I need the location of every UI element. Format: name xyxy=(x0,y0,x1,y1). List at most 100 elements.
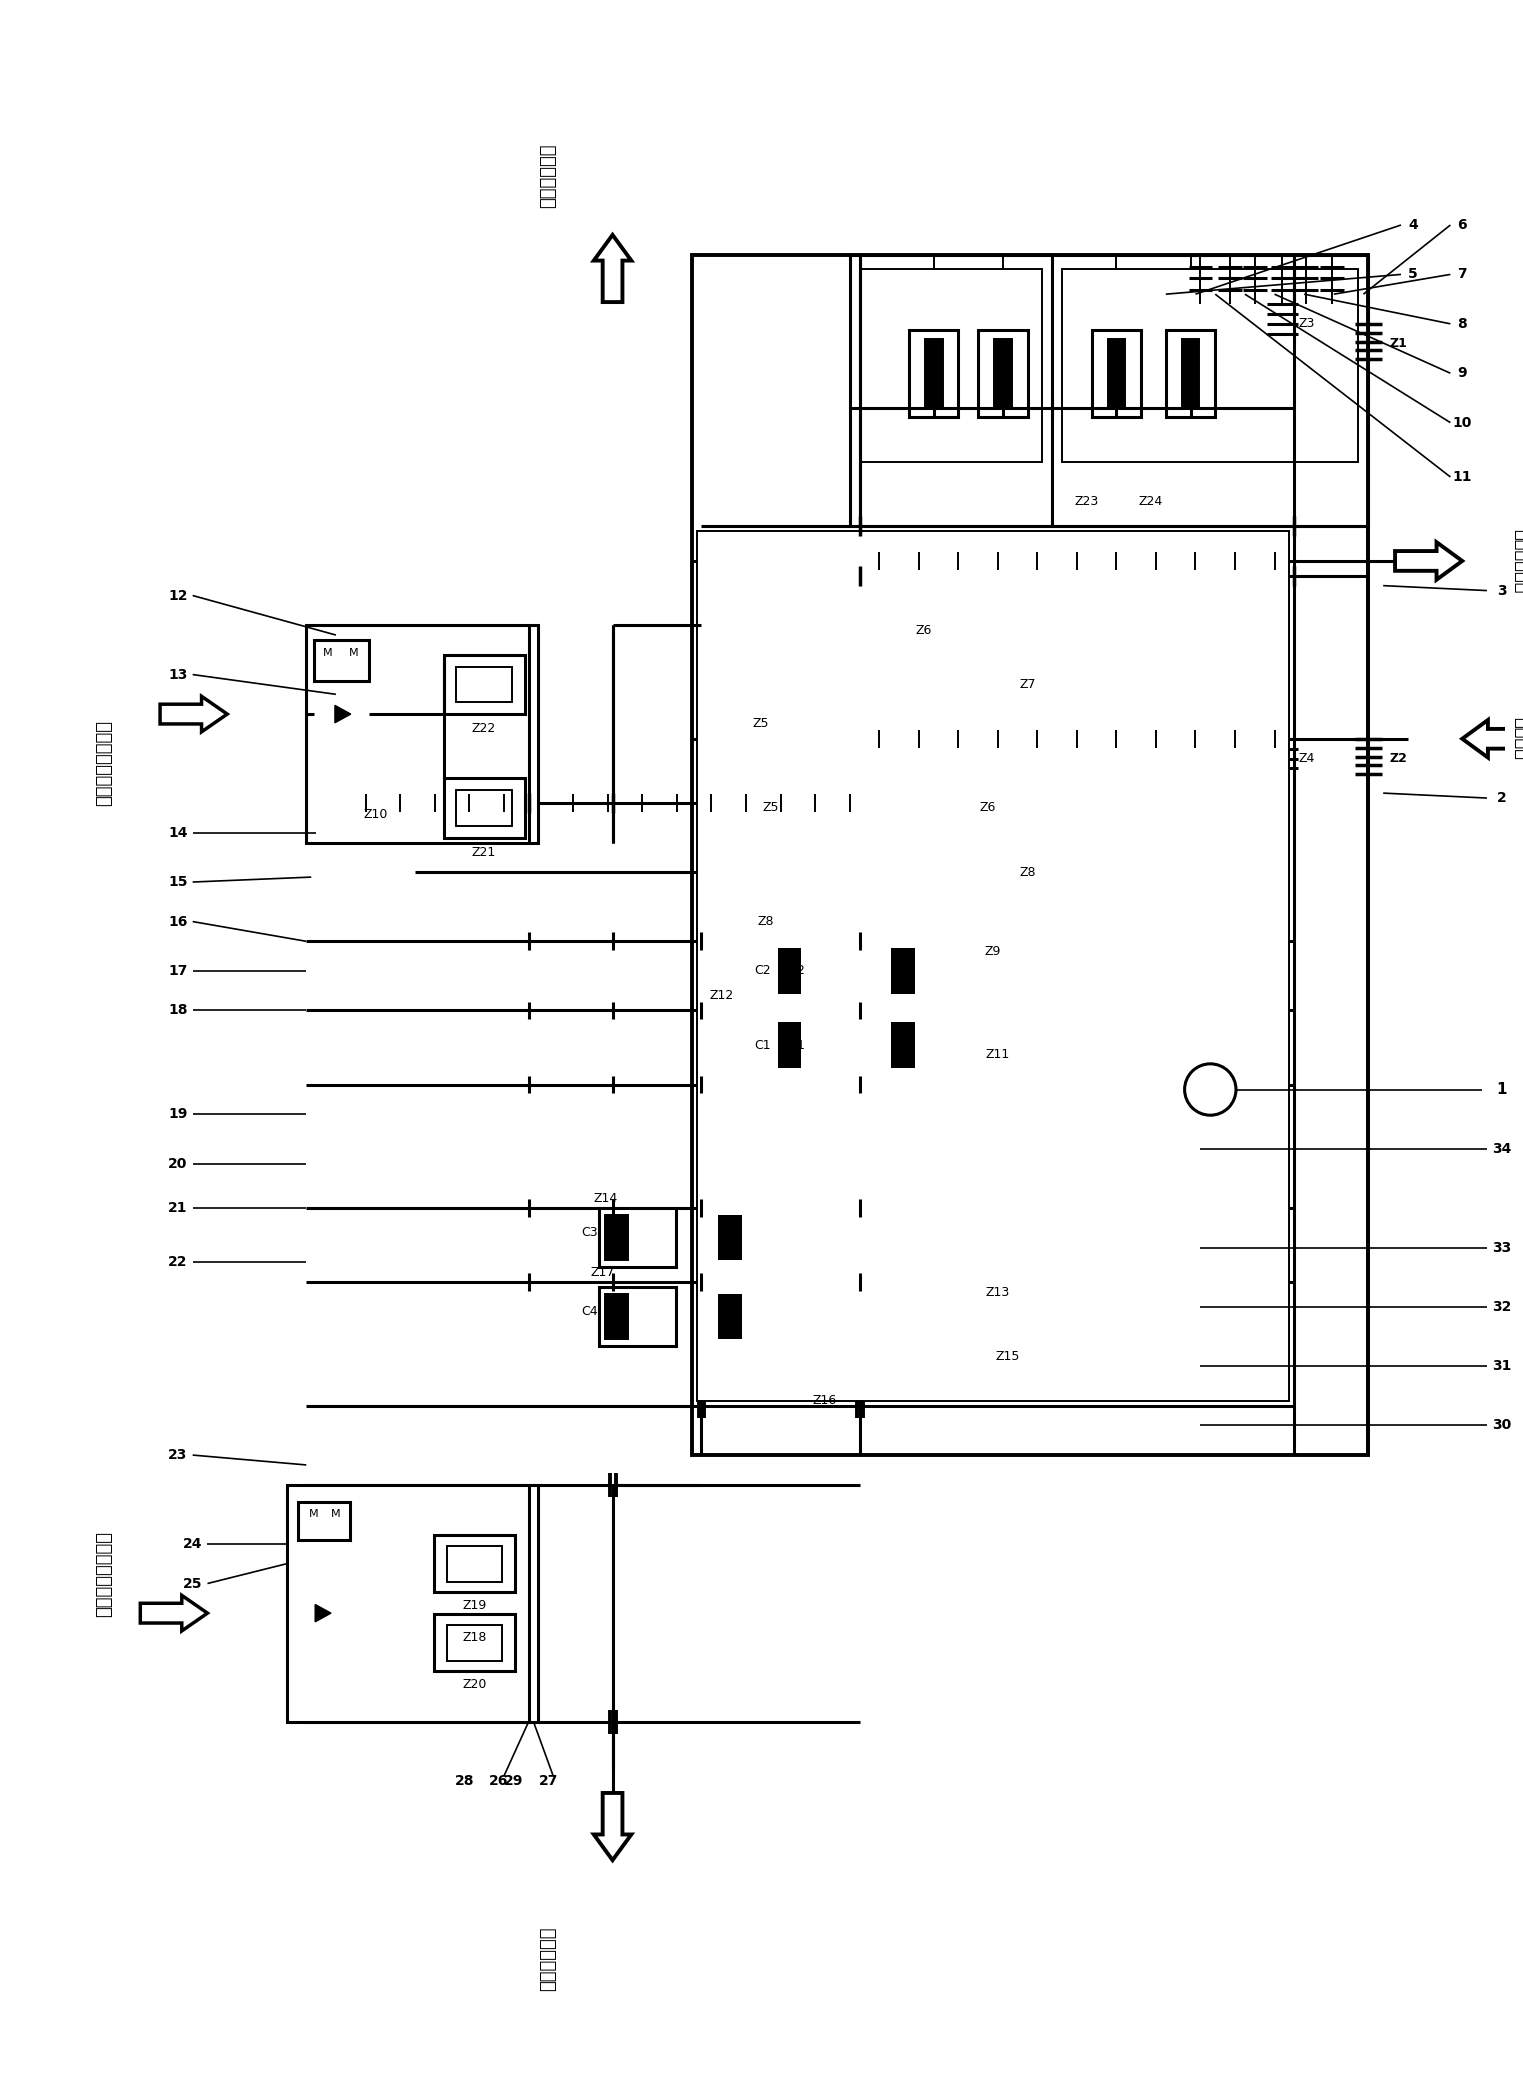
Bar xyxy=(772,940,848,1001)
Text: Z16: Z16 xyxy=(813,1394,838,1406)
Text: 5: 5 xyxy=(1407,267,1418,281)
Text: 18: 18 xyxy=(168,1003,187,1018)
Bar xyxy=(1110,342,1122,405)
Text: 11: 11 xyxy=(1453,470,1473,485)
Bar xyxy=(605,1293,629,1339)
Bar xyxy=(778,949,801,993)
Bar xyxy=(609,1220,624,1255)
Bar xyxy=(719,1293,742,1339)
Text: Z12: Z12 xyxy=(710,989,734,1001)
Bar xyxy=(314,640,369,682)
Bar xyxy=(924,338,943,407)
Bar xyxy=(1107,338,1125,407)
Bar xyxy=(605,1293,629,1339)
Circle shape xyxy=(1185,1064,1237,1115)
Text: M: M xyxy=(349,649,358,657)
Bar xyxy=(446,1547,503,1581)
Text: 动力输入: 动力输入 xyxy=(1512,718,1523,760)
Text: 2: 2 xyxy=(1497,791,1506,806)
Text: 左侧动力输出: 左侧动力输出 xyxy=(539,1927,557,1992)
Text: Z2: Z2 xyxy=(1389,751,1407,764)
Polygon shape xyxy=(140,1595,207,1631)
Bar xyxy=(599,1209,676,1268)
Text: 2: 2 xyxy=(797,963,804,978)
Text: 24: 24 xyxy=(183,1536,203,1551)
Text: M: M xyxy=(330,1509,341,1520)
Text: Z22: Z22 xyxy=(472,722,496,735)
Text: Z11: Z11 xyxy=(985,1047,1010,1062)
Text: 17: 17 xyxy=(168,963,187,978)
Text: 30: 30 xyxy=(1493,1419,1511,1432)
Bar xyxy=(719,1215,742,1259)
Text: Z21: Z21 xyxy=(472,846,496,858)
Bar xyxy=(443,779,524,838)
Bar xyxy=(1107,338,1125,407)
Text: Z4: Z4 xyxy=(1299,751,1316,764)
Text: 27: 27 xyxy=(539,1774,557,1788)
Text: 21: 21 xyxy=(168,1201,187,1215)
Bar xyxy=(286,1484,539,1721)
Text: 4: 4 xyxy=(1407,218,1418,233)
Text: Z13: Z13 xyxy=(985,1285,1010,1299)
Bar xyxy=(713,1287,789,1345)
Text: Z17: Z17 xyxy=(591,1266,615,1278)
Bar xyxy=(778,1022,801,1068)
Text: Z7: Z7 xyxy=(1019,678,1036,691)
Text: 26: 26 xyxy=(489,1774,509,1788)
Text: Z19: Z19 xyxy=(461,1599,486,1612)
Text: Z10: Z10 xyxy=(364,808,388,821)
Bar xyxy=(719,1215,742,1259)
Bar xyxy=(722,1299,739,1335)
Text: 1: 1 xyxy=(797,1039,804,1052)
Bar xyxy=(1165,330,1215,418)
Bar xyxy=(772,1016,848,1075)
Bar xyxy=(1182,338,1200,407)
Text: 10: 10 xyxy=(1453,416,1471,430)
Text: Z1: Z1 xyxy=(1389,338,1407,351)
Text: 25: 25 xyxy=(183,1576,203,1591)
Bar xyxy=(885,940,963,1001)
Text: Z15: Z15 xyxy=(996,1350,1020,1362)
Text: Z8: Z8 xyxy=(757,915,774,928)
Bar xyxy=(885,1016,963,1075)
Bar xyxy=(1185,342,1197,405)
Bar xyxy=(446,1625,503,1660)
Bar xyxy=(859,269,1042,462)
Text: Z14: Z14 xyxy=(594,1192,618,1205)
Text: 8: 8 xyxy=(1458,317,1467,332)
Text: C3: C3 xyxy=(582,1226,599,1238)
Text: 9: 9 xyxy=(1458,365,1467,380)
Bar xyxy=(891,949,915,993)
Bar xyxy=(434,1614,515,1671)
Bar xyxy=(1062,269,1359,462)
Text: 20: 20 xyxy=(168,1157,187,1171)
Bar xyxy=(1092,330,1141,418)
Bar xyxy=(1182,338,1200,407)
Text: Z24: Z24 xyxy=(1139,495,1164,508)
Bar xyxy=(850,254,1368,527)
Text: Z8: Z8 xyxy=(1019,865,1036,879)
Polygon shape xyxy=(315,1604,330,1623)
Text: 7: 7 xyxy=(1458,267,1467,281)
Bar xyxy=(924,338,943,407)
Bar xyxy=(609,1299,624,1335)
Bar xyxy=(998,342,1008,405)
Bar xyxy=(457,667,512,703)
Polygon shape xyxy=(594,235,632,302)
Text: 右侧动力输出: 右侧动力输出 xyxy=(1512,529,1523,594)
Text: 14: 14 xyxy=(168,825,187,840)
Bar xyxy=(443,655,524,714)
Bar xyxy=(605,1215,629,1259)
Text: 右侧转向动力输入: 右侧转向动力输入 xyxy=(94,720,113,806)
Bar xyxy=(719,1293,742,1339)
Bar xyxy=(891,1022,915,1068)
Text: 34: 34 xyxy=(1493,1142,1511,1157)
Text: 32: 32 xyxy=(1493,1299,1511,1314)
Bar xyxy=(299,1503,350,1541)
Bar xyxy=(995,338,1011,407)
Text: 31: 31 xyxy=(1493,1360,1511,1373)
Polygon shape xyxy=(594,1793,632,1860)
Text: 29: 29 xyxy=(504,1774,524,1788)
Text: 23: 23 xyxy=(168,1448,187,1463)
Text: 1: 1 xyxy=(1497,1081,1506,1098)
